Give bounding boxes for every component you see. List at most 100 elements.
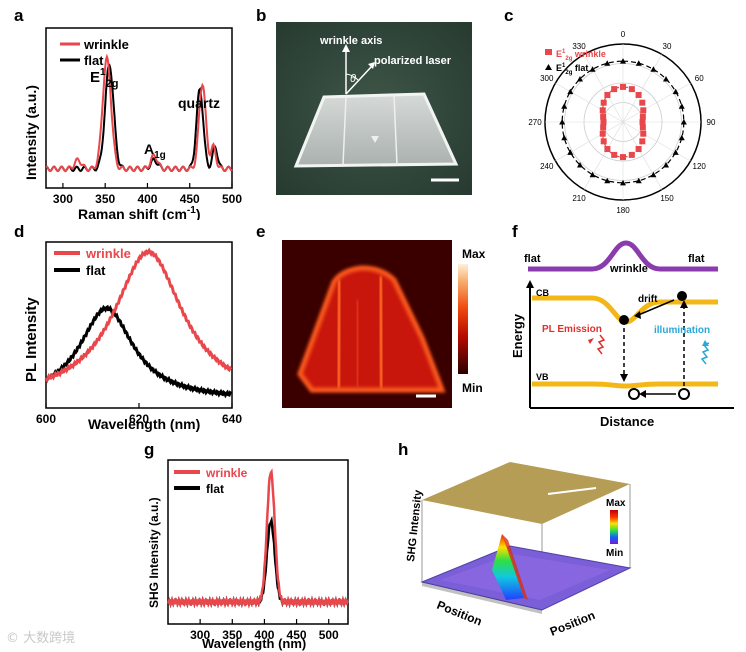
data-point-wrinkle [639, 124, 646, 131]
polar-spoke [555, 82, 624, 123]
data-point-flat [635, 60, 642, 66]
data-point-wrinkle [639, 99, 646, 106]
wrinkle-line [342, 96, 347, 166]
arrowhead-icon [680, 300, 688, 308]
colorbar-max-label: Max [606, 498, 626, 509]
legend-label-wrinkle: E12g wrinkle [556, 49, 606, 62]
flat-left-label: flat [524, 253, 541, 265]
legend-label-flat: E12g flat [556, 63, 588, 76]
x-tick-label: 640 [222, 412, 242, 426]
data-point-wrinkle [600, 113, 607, 120]
data-point-wrinkle [600, 124, 607, 131]
polar-tick-label: 210 [572, 194, 586, 203]
data-point-flat [680, 119, 687, 125]
wrinkle-emission [377, 275, 385, 389]
data-point-wrinkle [600, 99, 607, 106]
data-point-flat [561, 103, 568, 109]
arrowhead-icon [702, 340, 709, 346]
legend-label-wrinkle: wrinkle [83, 37, 129, 52]
illumination-wave-icon [700, 342, 710, 365]
annot-e2g: E12g [90, 67, 118, 90]
polar-tick-label: 0 [621, 30, 626, 39]
data-point-wrinkle [611, 151, 618, 158]
data-point-flat [567, 88, 574, 95]
x-tick-label: 500 [319, 628, 339, 642]
legend-marker-wrinkle [545, 49, 552, 55]
data-point-flat [663, 162, 670, 168]
polar-chart: 0 30 60 90 120 150 180 210 240 270 300 330 E12g wri… [528, 30, 716, 215]
polar-tick-label: 150 [660, 194, 674, 203]
panel-label-c: c [504, 6, 514, 25]
x-tick-label: 400 [137, 192, 157, 206]
colorbar-max-label: Max [462, 247, 486, 261]
data-point-flat [672, 149, 679, 155]
data-point-wrinkle [620, 83, 626, 90]
arrowhead-icon [634, 311, 641, 319]
polar-tick-label: 120 [693, 162, 707, 171]
band-diagram: flat wrinkle flat Energy Distance CB VB … [510, 240, 734, 429]
polar-tick-label: 330 [572, 42, 586, 51]
x-tick-label: 620 [129, 412, 149, 426]
data-point-wrinkle [620, 154, 626, 161]
ridge-peak [492, 534, 524, 600]
flake-emission [300, 268, 442, 390]
panel-label-a: a [14, 6, 24, 25]
data-point-wrinkle [635, 146, 642, 153]
data-point-wrinkle [628, 151, 635, 158]
x-axis-label: Wavelength (nm) [202, 636, 306, 651]
data-point-flat [576, 162, 583, 168]
y-axis-label: SHG Intensity (a.u.) [147, 497, 161, 608]
data-point-flat [620, 58, 626, 64]
data-point-flat [576, 75, 583, 82]
data-point-wrinkle [611, 86, 618, 93]
electron-dot [677, 291, 687, 301]
data-point-wrinkle [604, 91, 611, 98]
top-image-plane [422, 462, 630, 524]
series-line-flat [44, 304, 233, 399]
x-tick-label: 300 [190, 628, 210, 642]
flake-spot [371, 136, 379, 143]
arrowhead-icon [620, 374, 628, 382]
wrinkle-emission [335, 279, 343, 389]
arrowhead-icon [342, 44, 350, 52]
wrinkle-axis-label: wrinkle axis [319, 35, 382, 47]
wrinkle-label: wrinkle [609, 263, 648, 275]
data-point-flat [567, 149, 574, 155]
data-point-wrinkle [628, 86, 635, 93]
plot-frame [45, 27, 233, 189]
pl-map: Max Min [282, 240, 486, 408]
electron-dot [619, 315, 629, 325]
x-axis-label: Wavelength (nm) [88, 416, 200, 432]
panel-label-g: g [144, 440, 155, 459]
pl-chart: 600 620 640 wrinkle flat Wavelength (nm) P… [23, 241, 242, 432]
arrowhead-icon [368, 62, 375, 69]
polar-spoke [622, 121, 663, 190]
flat-right-label: flat [688, 253, 705, 265]
data-point-wrinkle [639, 113, 646, 120]
polar-tick-label: 240 [540, 162, 554, 171]
data-point-flat [589, 171, 596, 178]
vb-label: VB [536, 372, 549, 382]
series-line-wrinkle [46, 53, 233, 173]
polar-tick-label: 300 [540, 74, 554, 83]
data-point-flat [678, 103, 685, 109]
series-line-wrinkle [167, 468, 349, 609]
flake-edge [297, 265, 446, 393]
series-line-flat [46, 63, 233, 173]
data-point-flat [635, 177, 642, 184]
data-point-wrinkle [599, 107, 606, 114]
data-point-flat [589, 66, 596, 72]
data-point-flat [650, 66, 657, 72]
x-tick-label: 500 [222, 192, 242, 206]
arrowhead-icon [588, 338, 594, 344]
illumination-label: illumination [654, 325, 710, 336]
polar-spoke [622, 54, 663, 123]
valence-band [532, 381, 718, 389]
position-axis-label: Position [548, 608, 597, 639]
data-point-wrinkle [640, 130, 647, 137]
scale-bar [547, 487, 597, 495]
energy-axis-label: Energy [510, 313, 525, 358]
panel-label-h: h [398, 440, 409, 459]
legend-label-flat: flat [86, 263, 106, 278]
data-point-wrinkle [635, 91, 642, 98]
